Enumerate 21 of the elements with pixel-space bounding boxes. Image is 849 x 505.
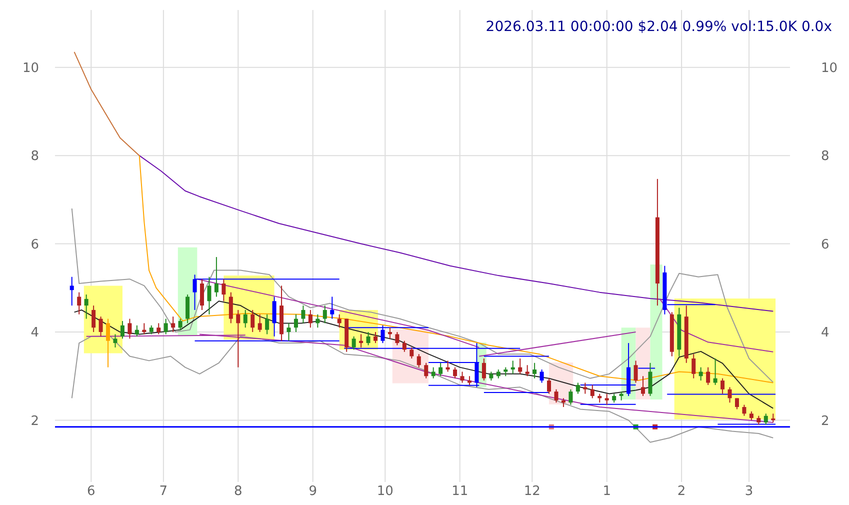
y-tick-label: 2 (30, 414, 39, 429)
x-tick-label: 11 (452, 484, 468, 499)
text: 2026.03.11 00:00:00 $2.04 0.99% vol:15.0K 0.0x (486, 19, 832, 35)
y2-tick-label: 8 (821, 149, 830, 164)
y-tick-label: 6 (30, 237, 39, 252)
x-tick-label: 2 (677, 484, 686, 499)
x-tick-label: 7 (159, 484, 168, 499)
x-tick-label: 12 (524, 484, 540, 499)
x-tick-label: 9 (308, 484, 317, 499)
y2-tick-label: 10 (821, 60, 838, 76)
y-tick-label: 4 (30, 326, 39, 341)
x-tick-label: 8 (234, 484, 242, 499)
y2-tick-label: 6 (821, 237, 830, 252)
y2-tick-label: 2 (821, 414, 830, 429)
x-tick-label: 6 (87, 484, 96, 499)
x-tick-label: 10 (376, 484, 394, 499)
x-tick-label: 3 (744, 484, 754, 499)
x-tick-label: 1 (602, 484, 611, 499)
y2-tick-label: 4 (821, 326, 830, 341)
y-tick-label: 8 (30, 149, 39, 164)
y-tick-label: 10 (22, 60, 39, 76)
